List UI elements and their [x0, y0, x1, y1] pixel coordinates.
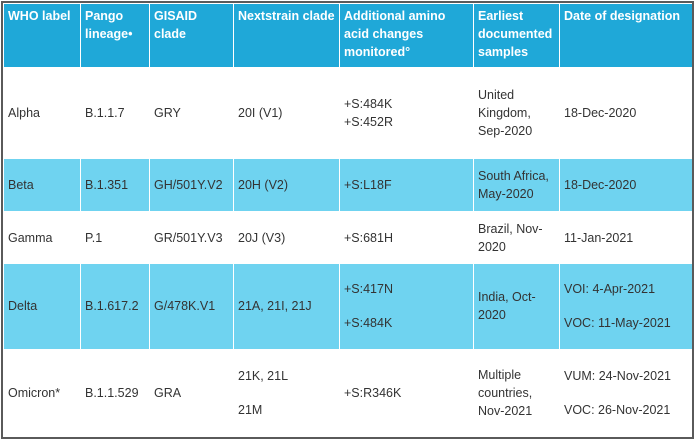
table-cell: 18-Dec-2020 [559, 67, 692, 160]
table-cell: P.1 [80, 211, 150, 264]
cell-line: VOI: 4-Apr-2021 [564, 282, 656, 297]
header-cell: WHO label [3, 3, 81, 69]
header-cell: Date of designation [559, 3, 692, 69]
table-row: Delta B.1.617.2 G/478K.V1 21A, 21I, 21J +S:4… [3, 262, 692, 350]
cell-line: 21M [238, 402, 263, 417]
table-cell: GR/501Y.V3 [149, 211, 234, 264]
table-row: Gamma P.1 GR/501Y.V3 20J (V3) +S:681H Brazil,… [3, 211, 692, 264]
header-cell: Pango lineage• [80, 3, 150, 69]
table-cell: 21A, 21I, 21J [233, 262, 340, 350]
table-cell: India, Oct-2020 [473, 262, 560, 350]
cell-line: VOC: 11-May-2021 [564, 316, 671, 331]
table-cell: Delta [3, 262, 81, 350]
table-cell: VOI: 4-Apr-2021 VOC: 11-May-2021 [559, 262, 692, 350]
table-cell: 18-Dec-2020 [559, 158, 692, 213]
table-cell: B.1.617.2 [80, 262, 150, 350]
cell-line: +S:484K [344, 316, 393, 331]
table-cell: Alpha [3, 67, 81, 160]
table-cell: 11-Jan-2021 [559, 211, 692, 264]
table-cell: G/478K.V1 [149, 262, 234, 350]
cell-line: 21K, 21L [238, 368, 289, 383]
table-row: Beta B.1.351 GH/501Y.V2 20H (V2) +S:L18F Sout… [3, 158, 692, 213]
table-cell: +S:R346K [339, 348, 474, 437]
table-cell: 20J (V3) [233, 211, 340, 264]
table-cell: B.1.1.529 [80, 348, 150, 437]
table-cell: Multiple countries, Nov-2021 [473, 348, 560, 437]
header-cell: Additional amino acid changes monitored° [339, 3, 474, 69]
table-cell: +S:484K +S:452R [339, 67, 474, 160]
table-body: WHO label Pango lineage• GISAID clade Nexts… [3, 3, 692, 437]
table-cell: Gamma [3, 211, 81, 264]
table-row: Alpha B.1.1.7 GRY 20I (V1) +S:484K +S:452R Uni… [3, 67, 692, 160]
table-cell: Brazil, Nov-2020 [473, 211, 560, 264]
header-cell: GISAID clade [149, 3, 234, 69]
variants-table: WHO label Pango lineage• GISAID clade Nexts… [3, 3, 692, 437]
cell-line: +S:417N [344, 282, 393, 297]
table-cell: VUM: 24-Nov-2021 VOC: 26-Nov-2021 [559, 348, 692, 437]
table-cell: GH/501Y.V2 [149, 158, 234, 213]
table-cell: GRY [149, 67, 234, 160]
cell-line: +S:484K [344, 97, 393, 112]
table-cell: 20I (V1) [233, 67, 340, 160]
table-cell: GRA [149, 348, 234, 437]
table-cell: +S:417N +S:484K [339, 262, 474, 350]
table-cell: Omicron* [3, 348, 81, 437]
table-cell: 21K, 21L 21M [233, 348, 340, 437]
table-cell: South Africa, May-2020 [473, 158, 560, 213]
table-row: Omicron* B.1.1.529 GRA 21K, 21L 21M +S:R346K M… [3, 348, 692, 437]
cell-line: VUM: 24-Nov-2021 [564, 368, 671, 383]
table-cell: +S:L18F [339, 158, 474, 213]
header-cell: Nextstrain clade [233, 3, 340, 69]
cell-line: VOC: 26-Nov-2021 [564, 402, 671, 417]
table-cell: United Kingdom, Sep-2020 [473, 67, 560, 160]
table-cell: +S:681H [339, 211, 474, 264]
header-cell: Earliest documented samples [473, 3, 560, 69]
table-cell: B.1.351 [80, 158, 150, 213]
header-row: WHO label Pango lineage• GISAID clade Nexts… [3, 3, 692, 69]
table-cell: 20H (V2) [233, 158, 340, 213]
table-cell: Beta [3, 158, 81, 213]
cell-line: +S:452R [344, 115, 393, 130]
table-cell: B.1.1.7 [80, 67, 150, 160]
